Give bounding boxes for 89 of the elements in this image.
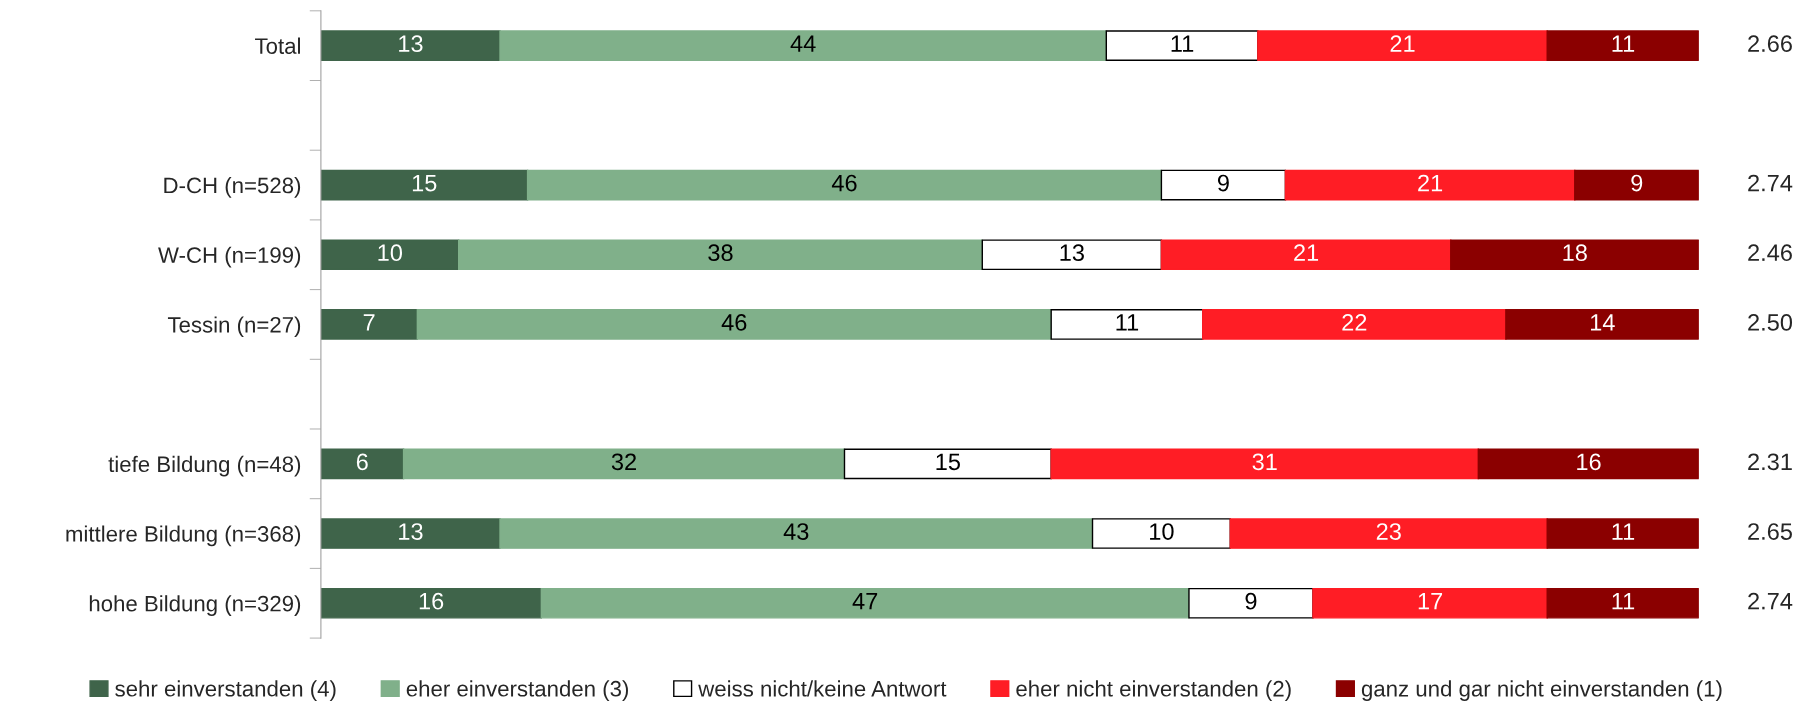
bar: [1546, 518, 1699, 549]
data-label: 46: [831, 174, 857, 192]
y-tick-label: W-CH (n=199): [158, 246, 301, 268]
data-label: 18: [1563, 244, 1587, 262]
bar: [981, 239, 1163, 271]
data-label: 14: [1591, 314, 1615, 331]
data-label: 7: [363, 314, 375, 331]
bar: [320, 309, 419, 340]
data-label: 21: [1390, 35, 1415, 52]
bar: [1284, 169, 1576, 201]
data-label: 21: [1294, 244, 1319, 261]
data-label: 21: [1418, 174, 1443, 192]
data-label: 15: [936, 453, 960, 471]
bar: [1160, 239, 1452, 271]
data-label: 13: [399, 35, 423, 52]
data-label: 9: [1217, 174, 1229, 192]
text: 2.74: [1748, 592, 1793, 610]
y-tick-label: D-CH (n=528): [164, 177, 301, 198]
data-label: 44: [790, 35, 816, 52]
bar: [1546, 587, 1699, 619]
text: 2.31: [1748, 453, 1792, 471]
data-label: 16: [1577, 453, 1601, 471]
data-label: 13: [1060, 244, 1084, 262]
bar: [1105, 30, 1259, 61]
bar: [416, 309, 1052, 340]
data-label: 43: [783, 523, 809, 540]
data-label: 11: [1171, 35, 1194, 52]
legend-label: weiss nicht/keine Antwort: [698, 680, 947, 697]
data-label: 9: [1631, 174, 1643, 192]
bar: [1202, 309, 1507, 340]
bar: [1574, 169, 1699, 201]
data-label: 22: [1342, 314, 1367, 331]
bar: [320, 169, 529, 201]
data-label: 11: [1612, 523, 1635, 540]
bar: [457, 239, 983, 271]
text: 2.66: [1748, 35, 1792, 52]
legend-label: eher einverstanden (3): [406, 680, 628, 701]
text: 2.50: [1748, 314, 1793, 331]
bar: [402, 448, 846, 480]
bar: [1477, 448, 1699, 480]
data-label: 11: [1612, 35, 1635, 52]
data-label: 11: [1116, 314, 1139, 331]
bar: [499, 30, 1107, 61]
y-tick-label: Total: [255, 37, 300, 54]
data-label: 15: [412, 174, 437, 192]
text: 2.46: [1748, 244, 1792, 262]
bar: [1050, 448, 1480, 480]
bar: [320, 587, 543, 619]
data-label: 6: [356, 453, 368, 471]
data-label: 10: [1150, 523, 1174, 540]
data-label: 9: [1245, 592, 1257, 610]
bar: [320, 30, 501, 61]
data-label: 10: [378, 244, 402, 262]
text: 2.65: [1748, 523, 1792, 540]
y-tick-label: hohe Bildung (n=329): [89, 595, 301, 616]
data-label: 31: [1252, 453, 1277, 471]
y-tick-label: tiefe Bildung (n=48): [108, 455, 301, 477]
bar: [526, 169, 1163, 201]
bar: [1546, 30, 1699, 61]
data-label: 17: [1418, 593, 1443, 610]
legend-label: ganz und gar nicht einverstanden (1): [1361, 680, 1722, 701]
data-label: 32: [611, 453, 636, 471]
bar: [320, 518, 501, 549]
bar: [1160, 169, 1287, 201]
data-label: 46: [721, 314, 747, 331]
data-label: 13: [399, 523, 423, 540]
bar: [1229, 518, 1548, 549]
bar: [1257, 30, 1548, 61]
y-tick-label: Tessin (n=27): [167, 316, 301, 338]
bar: [320, 239, 460, 271]
text: 2.74: [1748, 174, 1793, 192]
data-label: 11: [1612, 593, 1635, 610]
data-label: 16: [419, 592, 444, 610]
bar: [1188, 587, 1314, 619]
legend-label: eher nicht einverstanden (2): [1016, 680, 1291, 701]
bar: [499, 518, 1094, 549]
bar: [320, 448, 405, 480]
bar: [1450, 239, 1699, 271]
bar: [540, 587, 1190, 619]
legend-label: sehr einverstanden (4): [115, 680, 336, 701]
bar: [1312, 587, 1548, 619]
bar: [1505, 309, 1699, 340]
bar: [1050, 309, 1204, 340]
data-label: 23: [1376, 523, 1401, 540]
y-tick-label: mittlere Bildung (n=368): [66, 525, 301, 547]
data-label: 47: [852, 593, 878, 610]
bar: [1091, 518, 1231, 549]
bar: [843, 448, 1052, 480]
data-label: 38: [708, 244, 733, 262]
